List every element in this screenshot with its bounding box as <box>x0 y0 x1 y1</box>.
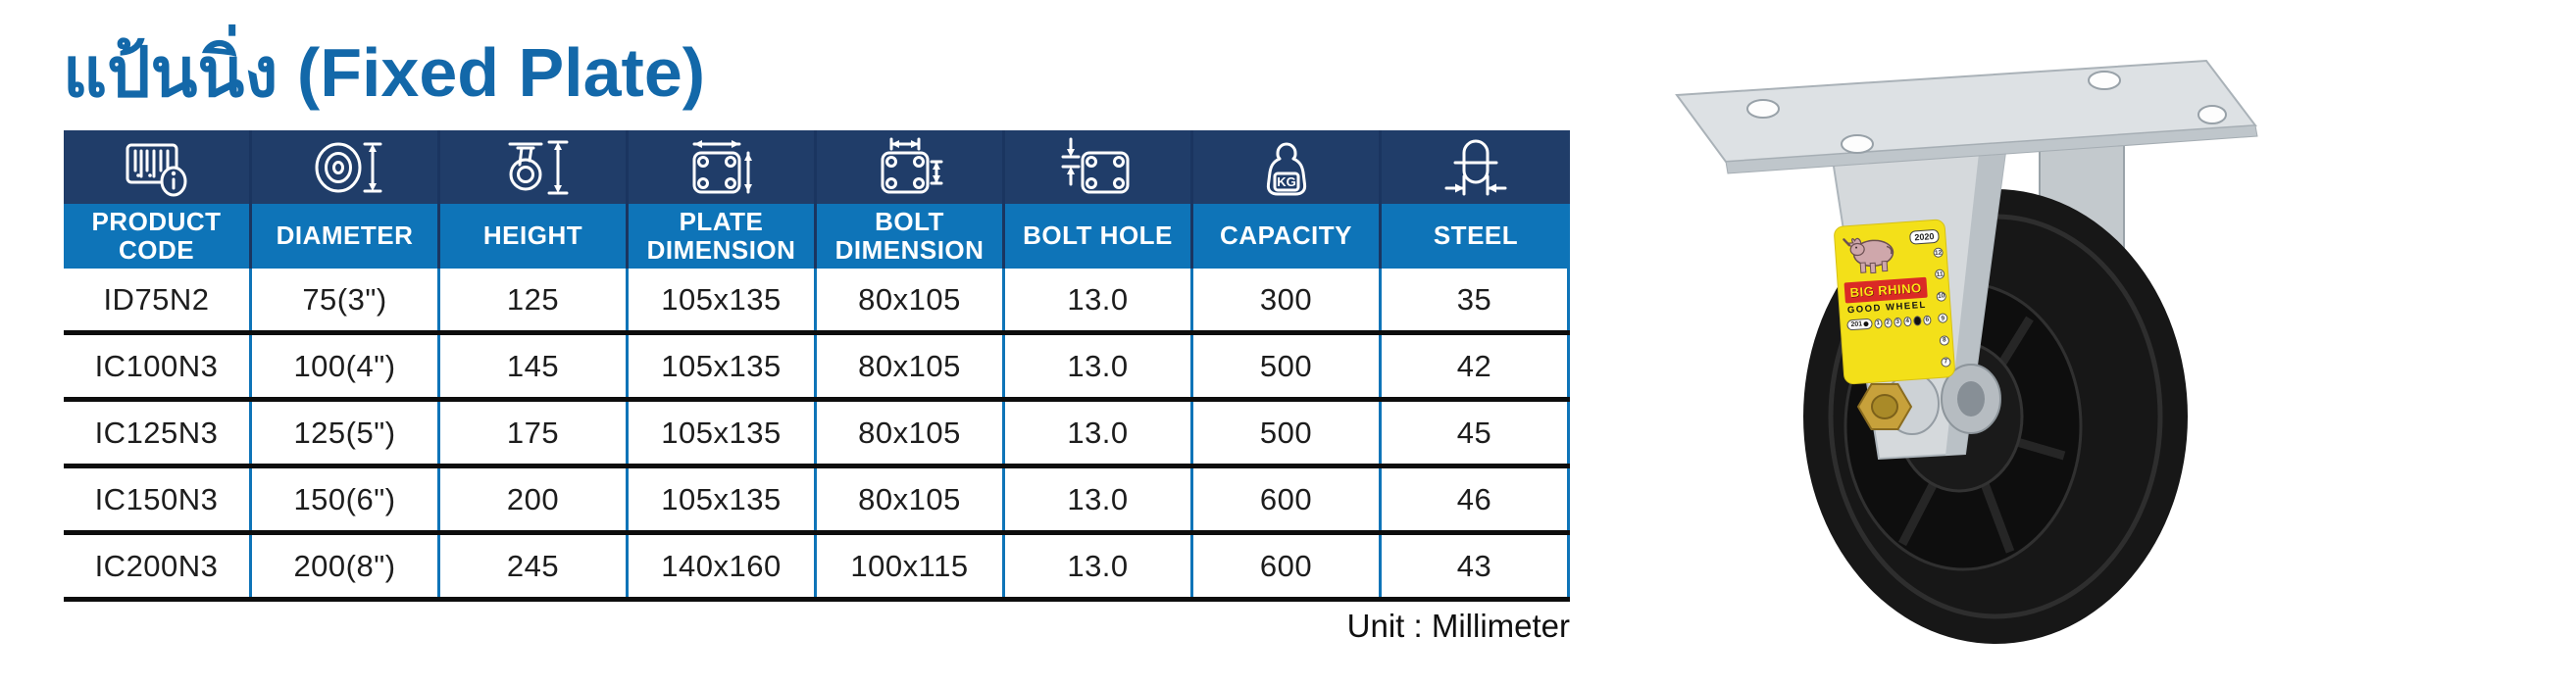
table-row: IC125N3 125(5") 175 105x135 80x105 13.0 … <box>64 402 1570 468</box>
cell-product-code: IC125N3 <box>64 402 252 464</box>
cell-height: 245 <box>440 535 629 597</box>
month-dot: 12 <box>1933 247 1944 259</box>
column-header-capacity: CAPACITY <box>1193 204 1382 269</box>
unit-note: Unit : Millimeter <box>1346 608 1570 644</box>
cell-bolt-hole: 13.0 <box>1005 402 1193 464</box>
table-icon-header-row: KG <box>64 130 1570 204</box>
column-header-height: HEIGHT <box>440 204 629 269</box>
month-dot: 10 <box>1936 291 1947 302</box>
cell-plate-dimension: 105x135 <box>629 468 817 530</box>
cell-steel: 42 <box>1382 335 1570 397</box>
table-row: IC150N3 150(6") 200 105x135 80x105 13.0 … <box>64 468 1570 535</box>
cell-height: 125 <box>440 269 629 330</box>
column-header-plate-dimension: PLATE DIMENSION <box>629 204 817 269</box>
cell-steel: 35 <box>1382 269 1570 330</box>
month-dot: 4 <box>1902 316 1912 326</box>
cell-diameter: 75(3") <box>252 269 440 330</box>
month-dot: 7 <box>1941 357 1951 368</box>
cell-plate-dimension: 105x135 <box>629 402 817 464</box>
table-row: IC200N3 200(8") 245 140x160 100x115 13.0… <box>64 535 1570 602</box>
steel-width-icon <box>1382 130 1570 204</box>
cell-bolt-hole: 13.0 <box>1005 269 1193 330</box>
cell-capacity: 600 <box>1193 535 1382 597</box>
page-title: แป้นนิ่ง (Fixed Plate) <box>63 34 706 111</box>
cell-capacity: 500 <box>1193 402 1382 464</box>
cell-product-code: IC200N3 <box>64 535 252 597</box>
cell-capacity: 500 <box>1193 335 1382 397</box>
month-dot: 1 <box>1873 318 1883 328</box>
cell-plate-dimension: 105x135 <box>629 269 817 330</box>
column-header-diameter: DIAMETER <box>252 204 440 269</box>
month-dot: 2 <box>1883 317 1893 328</box>
bolt-hole-icon <box>1005 130 1193 204</box>
month-dot: 6 <box>1922 314 1932 325</box>
cell-steel: 45 <box>1382 402 1570 464</box>
kg-text: KG <box>1277 174 1296 189</box>
cell-plate-dimension: 105x135 <box>629 335 817 397</box>
cell-product-code: IC100N3 <box>64 335 252 397</box>
cell-bolt-dimension: 80x105 <box>817 269 1005 330</box>
table-row: ID75N2 75(3") 125 105x135 80x105 13.0 30… <box>64 269 1570 335</box>
plate-dimension-icon <box>629 130 817 204</box>
cell-bolt-dimension: 100x115 <box>817 535 1005 597</box>
cell-bolt-dimension: 80x105 <box>817 335 1005 397</box>
cell-bolt-hole: 13.0 <box>1005 468 1193 530</box>
wheel-diameter-icon <box>252 130 440 204</box>
cell-bolt-dimension: 80x105 <box>817 468 1005 530</box>
label-year-badge: 2020 <box>1908 228 1940 245</box>
column-header-product-code: PRODUCT CODE <box>64 204 252 269</box>
column-header-bolt-dimension: BOLT DIMENSION <box>817 204 1005 269</box>
caster-height-icon <box>440 130 629 204</box>
cell-bolt-hole: 13.0 <box>1005 335 1193 397</box>
spec-table: KG PRODUCT CODE DIAMETER HEIGH <box>64 130 1570 602</box>
column-header-bolt-hole: BOLT HOLE <box>1005 204 1193 269</box>
cell-product-code: IC150N3 <box>64 468 252 530</box>
rhino-icon <box>1843 237 1894 274</box>
bolt-dimension-icon <box>817 130 1005 204</box>
cell-bolt-hole: 13.0 <box>1005 535 1193 597</box>
month-dot-punched: 5 <box>1912 315 1922 326</box>
label-punch-row: 201 1 2 3 4 5 6 <box>1846 314 1932 331</box>
capacity-kg-icon: KG <box>1193 130 1382 204</box>
month-dot: 8 <box>1939 334 1950 346</box>
label-serial: 201 <box>1846 318 1873 331</box>
cell-steel: 43 <box>1382 535 1570 597</box>
cell-height: 145 <box>440 335 629 397</box>
month-dot: 9 <box>1937 313 1948 324</box>
cell-diameter: 125(5") <box>252 402 440 464</box>
cell-diameter: 150(6") <box>252 468 440 530</box>
cell-height: 175 <box>440 402 629 464</box>
month-dot: 11 <box>1934 269 1945 280</box>
column-header-steel: STEEL <box>1382 204 1570 269</box>
brand-label: 2020 BIG RHINO GOOD WHEEL 201 1 2 3 4 5 … <box>1833 219 1956 385</box>
table-row: IC100N3 100(4") 145 105x135 80x105 13.0 … <box>64 335 1570 402</box>
cell-diameter: 100(4") <box>252 335 440 397</box>
month-dot: 3 <box>1893 317 1902 327</box>
cell-diameter: 200(8") <box>252 535 440 597</box>
cell-capacity: 300 <box>1193 269 1382 330</box>
barcode-info-icon <box>64 130 252 204</box>
cell-bolt-dimension: 80x105 <box>817 402 1005 464</box>
cell-steel: 46 <box>1382 468 1570 530</box>
cell-height: 200 <box>440 468 629 530</box>
cell-product-code: ID75N2 <box>64 269 252 330</box>
cell-capacity: 600 <box>1193 468 1382 530</box>
product-photo: 2020 BIG RHINO GOOD WHEEL 201 1 2 3 4 5 … <box>1618 34 2285 666</box>
cell-plate-dimension: 140x160 <box>629 535 817 597</box>
table-header-row: PRODUCT CODE DIAMETER HEIGHT PLATE DIMEN… <box>64 204 1570 269</box>
